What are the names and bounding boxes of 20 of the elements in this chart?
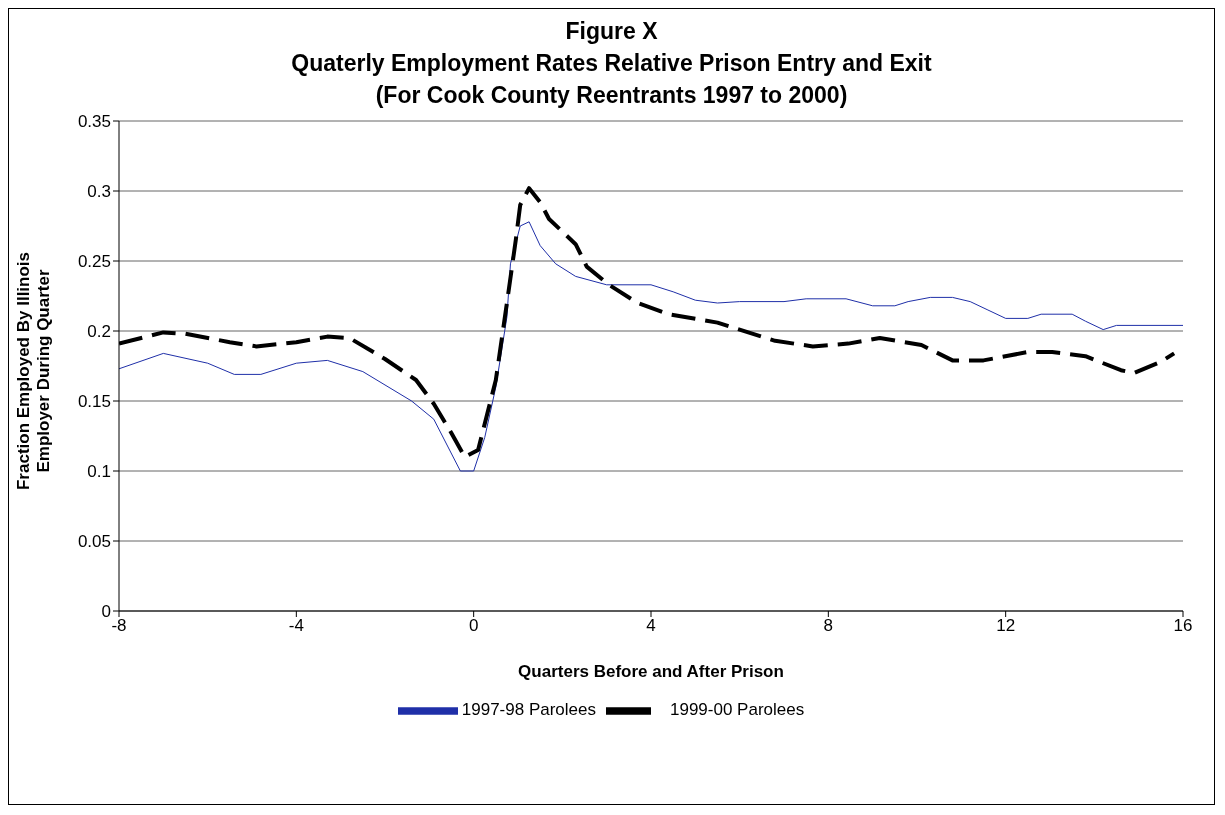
x-tick-label: 12 <box>996 616 1016 636</box>
y-axis-title: Fraction Employed By Illinois Employer During Quarter <box>14 251 53 491</box>
y-tick-label: 0.3 <box>87 182 111 202</box>
legend-label: 1999-00 Parolees <box>670 700 805 720</box>
y-tick-label: 0.05 <box>77 532 111 552</box>
x-tick-label: -4 <box>288 616 304 636</box>
x-tick-label: 4 <box>646 616 656 636</box>
chart-title: Figure X Quaterly Employment Rates Relative Prison Entry and Exit (For Cook County Reentrants 1997 to 2000) <box>290 17 933 110</box>
y-tick-label: 0.35 <box>77 112 111 132</box>
y-tick-label: 0.1 <box>87 462 111 482</box>
x-tick-label: 8 <box>823 616 834 636</box>
x-tick-label: -8 <box>111 616 127 636</box>
y-tick-label: 0.25 <box>77 252 111 272</box>
y-tick-label: 0 <box>101 602 111 622</box>
x-tick-label: 0 <box>468 616 479 636</box>
x-tick-label: 16 <box>1173 616 1193 636</box>
y-tick-label: 0.2 <box>87 322 111 342</box>
legend-label: 1997-98 Parolees <box>461 700 596 720</box>
y-tick-label: 0.15 <box>77 392 111 412</box>
x-axis-title: Quarters Before and After Prison <box>518 662 784 681</box>
